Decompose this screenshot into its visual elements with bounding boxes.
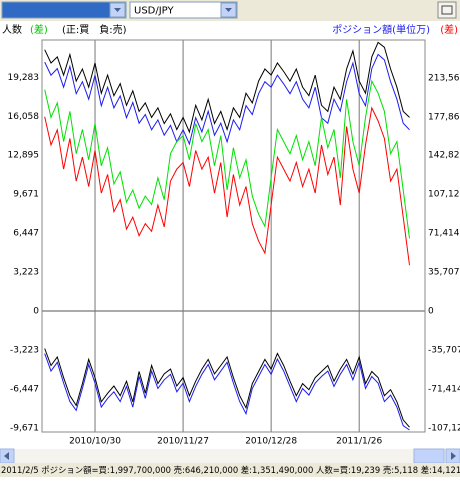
right-label-diff: (差): [440, 23, 458, 36]
y-tick-label: 3,223: [13, 268, 39, 278]
left-label-diff: (差): [30, 23, 48, 36]
y-tick-label: 12,895: [8, 150, 40, 160]
series-line: [44, 106, 410, 266]
dropdown-2[interactable]: [129, 1, 238, 19]
y2-tick-label: -35,707: [428, 346, 460, 356]
series-line: [44, 353, 410, 431]
y-tick-label: -9,671: [10, 424, 39, 434]
arrow: [451, 452, 456, 460]
plot-frame: [41, 39, 426, 433]
left-label: 人数: [2, 23, 22, 36]
tool-icon: [441, 5, 453, 15]
y-tick-label: 16,058: [8, 112, 40, 122]
series-line: [44, 41, 410, 134]
scroll-thumb[interactable]: [413, 448, 445, 464]
y2-tick-label: -107,121: [428, 423, 460, 433]
x-tick-label: 2010/11/27: [157, 437, 209, 447]
tool-button[interactable]: [437, 1, 457, 19]
y-tick-label: 0: [33, 307, 39, 317]
y-tick-label: 9,671: [13, 190, 39, 200]
y2-tick-label: 213,569: [428, 73, 460, 83]
dropdown-arrow: [225, 8, 232, 12]
y-tick-label: 19,283: [8, 73, 40, 83]
series-line: [44, 53, 410, 146]
y2-tick-label: 177,862: [428, 112, 460, 122]
dropdown-arrow: [114, 8, 121, 12]
scrollbar[interactable]: [0, 449, 460, 463]
left-label-sign: (正:買 負:売): [62, 23, 127, 36]
arrow: [4, 452, 9, 460]
y2-tick-label: 142,828: [428, 151, 460, 161]
y2-tick-label: -71,414: [428, 384, 460, 394]
series-line: [44, 348, 410, 428]
y2-tick-label: 35,707: [428, 268, 460, 278]
status-bar: [0, 463, 460, 477]
x-tick-label: 2010/12/28: [245, 437, 297, 447]
y2-tick-label: 71,414: [428, 229, 460, 239]
x-tick-label: 2011/1/26: [336, 437, 382, 447]
y-tick-label: -3,223: [10, 346, 39, 356]
right-label: ポジション額(単位万): [332, 23, 430, 36]
pair-text: USD/JPY: [134, 6, 174, 17]
series-line: [44, 79, 410, 239]
status-text: 2011/2/5 ポジション額=買:1,997,700,000 売:646,21…: [1, 465, 460, 475]
y2-tick-label: 107,121: [428, 190, 460, 200]
dropdown-1[interactable]: [1, 1, 127, 19]
y-tick-label: -6,447: [10, 385, 39, 395]
y-tick-label: 6,447: [13, 229, 39, 239]
x-tick-label: 2010/10/30: [69, 437, 121, 447]
y2-tick-label: 0: [428, 307, 434, 317]
